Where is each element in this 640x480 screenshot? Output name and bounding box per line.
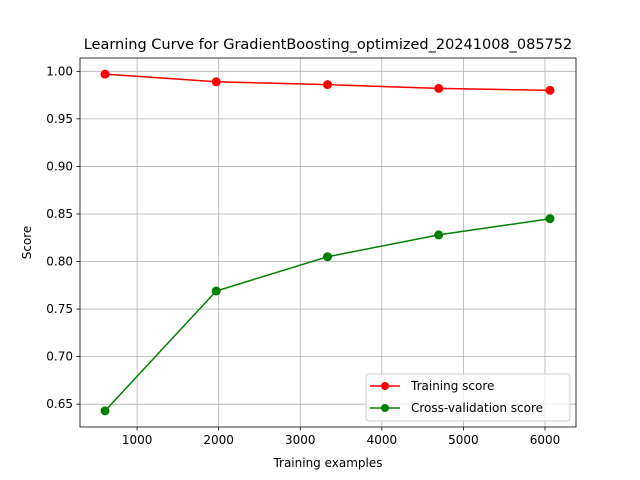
series-1-point — [545, 214, 555, 224]
y-tick-label: 0.70 — [46, 350, 73, 364]
series-0-point — [434, 83, 444, 93]
series-0-point — [211, 77, 221, 87]
y-tick-label: 0.65 — [46, 397, 73, 411]
series-1-point — [100, 406, 110, 416]
y-tick-label: 1.00 — [46, 64, 73, 78]
x-tick-label: 2000 — [203, 433, 234, 447]
series-1-point — [211, 286, 221, 296]
series-1-point — [323, 252, 333, 262]
series-layer — [100, 69, 555, 416]
y-axis: 0.65 0.70 0.75 0.80 0.85 0.90 0.95 1.00 — [46, 64, 80, 411]
y-tick-label: 0.90 — [46, 159, 73, 173]
x-tick-label: 1000 — [122, 433, 153, 447]
legend-frame — [365, 373, 571, 422]
x-tick-label: 4000 — [367, 433, 398, 447]
y-tick-label: 0.75 — [46, 302, 73, 316]
x-tick-label: 6000 — [530, 433, 561, 447]
legend: Training score Cross-validation score — [365, 373, 571, 422]
x-axis-title: Training examples — [272, 456, 382, 470]
series-1-point — [434, 230, 444, 240]
legend-marker-cv — [381, 404, 389, 412]
x-tick-label: 5000 — [448, 433, 479, 447]
chart-title: Learning Curve for GradientBoosting_opti… — [84, 37, 573, 53]
gridlines — [80, 58, 576, 427]
plot-frame — [79, 57, 577, 428]
series-0-point — [100, 69, 110, 79]
legend-label-cv: Cross-validation score — [411, 401, 543, 415]
series-0-point — [545, 85, 555, 95]
y-tick-label: 0.85 — [46, 207, 73, 221]
y-tick-label: 0.95 — [46, 112, 73, 126]
series-0-point — [323, 80, 333, 90]
legend-marker-training — [381, 382, 389, 390]
y-tick-label: 0.80 — [46, 255, 73, 269]
legend-label-training: Training score — [410, 379, 494, 393]
x-tick-label: 3000 — [285, 433, 316, 447]
x-axis: 1000 2000 3000 4000 5000 6000 — [122, 427, 560, 447]
plot-area — [79, 57, 577, 428]
plot-background — [80, 58, 576, 427]
y-axis-title: Score — [20, 226, 34, 260]
